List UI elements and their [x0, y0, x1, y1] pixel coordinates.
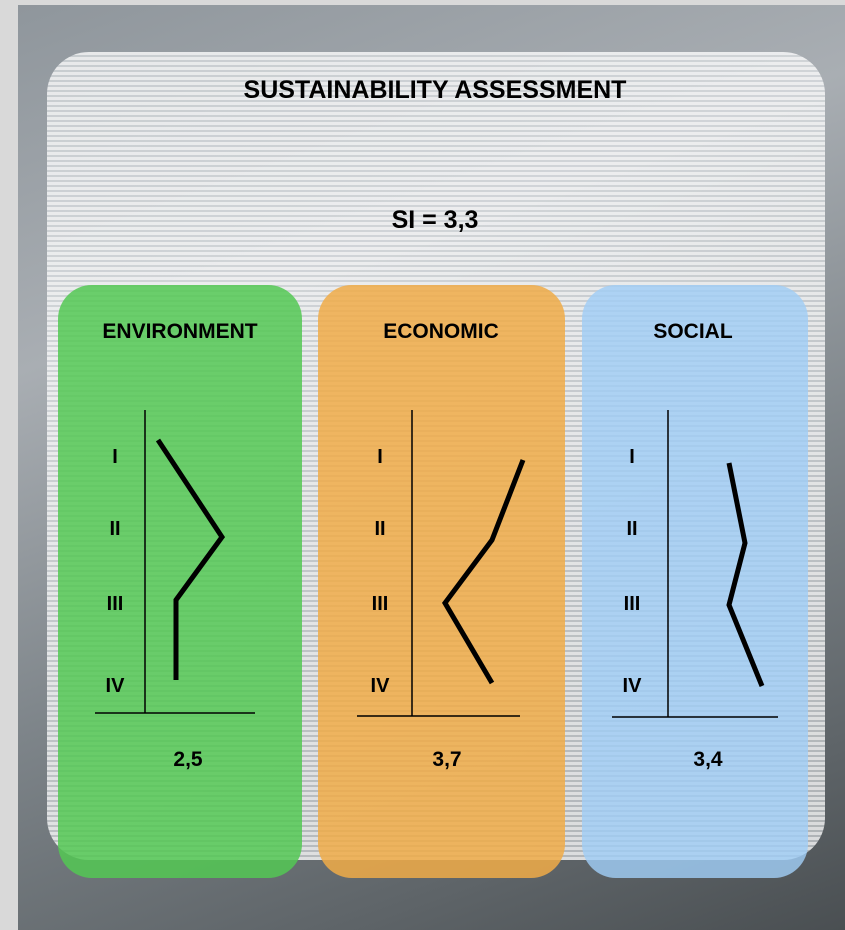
- level-label: I: [350, 446, 410, 469]
- level-label: IV: [350, 675, 410, 698]
- level-label: II: [350, 518, 410, 541]
- page: SUSTAINABILITY ASSESSMENT SI = 3,3 (() =…: [0, 0, 845, 930]
- pillar-score: 2,5: [138, 748, 238, 772]
- profile-line: [158, 440, 222, 680]
- pillar-score: 3,7: [397, 748, 497, 772]
- level-label: IV: [602, 675, 662, 698]
- pillar-name: ECONOMIC: [321, 320, 561, 344]
- profile-line: [445, 460, 523, 683]
- level-label: III: [85, 593, 145, 616]
- level-label: III: [602, 593, 662, 616]
- level-label: IV: [85, 675, 145, 698]
- pillar-name: ENVIRONMENT: [60, 320, 300, 344]
- pillar-name: SOCIAL: [573, 320, 813, 344]
- level-label: I: [85, 446, 145, 469]
- level-label: II: [602, 518, 662, 541]
- level-label: II: [85, 518, 145, 541]
- pillar-score: 3,4: [658, 748, 758, 772]
- level-label: III: [350, 593, 410, 616]
- level-label: I: [602, 446, 662, 469]
- profile-line: [729, 463, 762, 686]
